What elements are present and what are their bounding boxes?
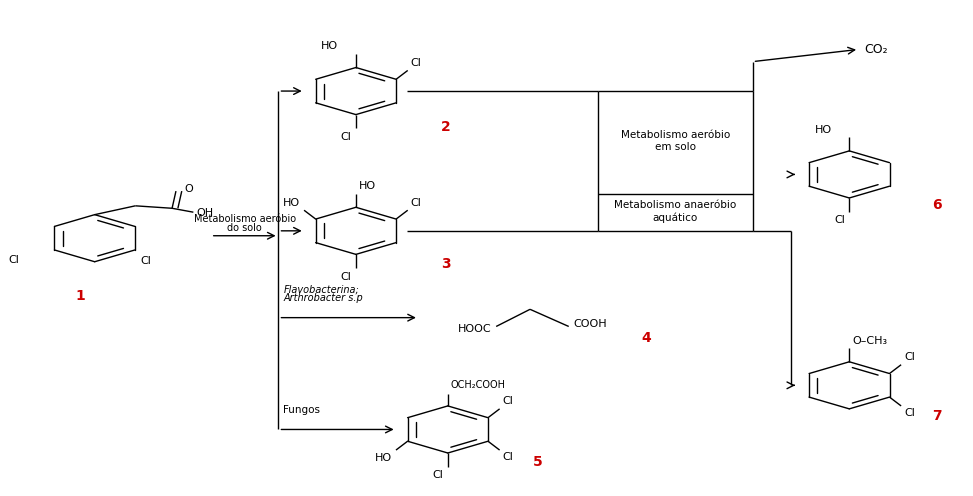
Text: O–CH₃: O–CH₃ bbox=[852, 336, 887, 346]
Text: Cl: Cl bbox=[904, 352, 915, 362]
Text: 4: 4 bbox=[641, 331, 651, 345]
Text: 7: 7 bbox=[932, 409, 942, 423]
Text: do solo: do solo bbox=[228, 223, 262, 233]
Text: OCH₂COOH: OCH₂COOH bbox=[450, 380, 506, 390]
Text: Cl: Cl bbox=[433, 470, 444, 480]
Text: HO: HO bbox=[814, 124, 832, 135]
Text: Cl: Cl bbox=[834, 215, 846, 225]
Text: Cl: Cl bbox=[8, 255, 18, 265]
Text: Cl: Cl bbox=[341, 132, 351, 142]
Text: aquático: aquático bbox=[653, 212, 698, 223]
Text: Cl: Cl bbox=[141, 256, 152, 266]
Text: 5: 5 bbox=[533, 455, 543, 469]
Text: em solo: em solo bbox=[655, 142, 696, 152]
Text: Cl: Cl bbox=[411, 58, 421, 68]
Text: Cl: Cl bbox=[502, 396, 514, 406]
Text: HO: HO bbox=[283, 198, 301, 208]
Text: Cl: Cl bbox=[904, 408, 915, 418]
Text: HOOC: HOOC bbox=[457, 324, 491, 334]
Text: HO: HO bbox=[321, 41, 339, 51]
Text: Metabolismo anaeróbio: Metabolismo anaeróbio bbox=[614, 200, 737, 210]
Text: COOH: COOH bbox=[573, 319, 607, 329]
Text: HO: HO bbox=[375, 452, 392, 462]
Text: Cl: Cl bbox=[411, 198, 421, 208]
Text: HO: HO bbox=[359, 181, 376, 191]
Text: Metabolismo aeróbio: Metabolismo aeróbio bbox=[194, 214, 296, 225]
Text: OH: OH bbox=[197, 208, 213, 218]
Text: O: O bbox=[185, 184, 194, 193]
Text: 6: 6 bbox=[932, 198, 942, 212]
Text: Fungos: Fungos bbox=[283, 405, 320, 415]
Text: 3: 3 bbox=[441, 257, 450, 271]
Text: Arthrobacter s.p: Arthrobacter s.p bbox=[283, 293, 363, 303]
Text: CO₂: CO₂ bbox=[864, 43, 887, 56]
Text: 1: 1 bbox=[75, 289, 85, 303]
Text: Cl: Cl bbox=[502, 452, 514, 462]
Text: Metabolismo aeróbio: Metabolismo aeróbio bbox=[621, 130, 730, 140]
Text: Cl: Cl bbox=[341, 271, 351, 282]
Text: Flavobacterina;: Flavobacterina; bbox=[283, 285, 359, 295]
Text: 2: 2 bbox=[441, 120, 450, 133]
